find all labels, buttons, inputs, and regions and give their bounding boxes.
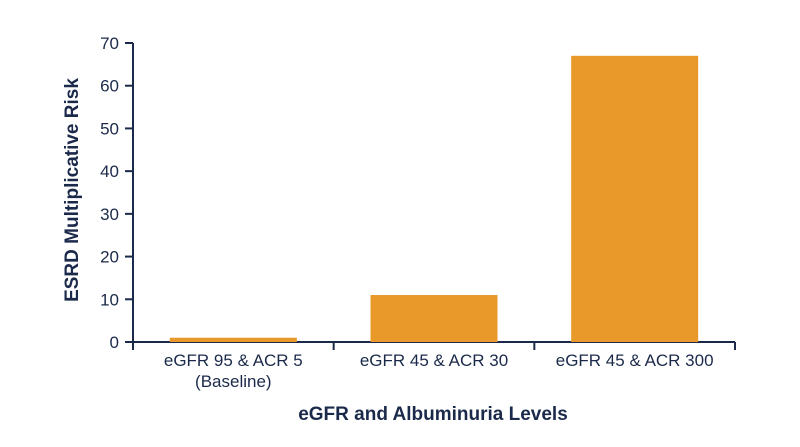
y-tick-label: 30 bbox=[100, 205, 119, 224]
y-tick-label: 20 bbox=[100, 248, 119, 267]
y-tick-label: 0 bbox=[110, 333, 119, 352]
x-axis-title: eGFR and Albuminuria Levels bbox=[298, 404, 568, 425]
bar bbox=[370, 295, 498, 342]
x-tick-label: eGFR 95 & ACR 5 (Baseline) bbox=[164, 351, 303, 391]
y-tick-label: 10 bbox=[100, 290, 119, 309]
bar bbox=[571, 55, 699, 343]
labels: 0 10 20 30 40 50 60 70 eGFR 95 & ACR 5 (Baseline)… bbox=[100, 34, 713, 391]
y-tick-label: 50 bbox=[100, 119, 119, 138]
bars bbox=[169, 55, 699, 343]
y-axis-title: ESRD Multiplicative Risk bbox=[62, 78, 83, 302]
x-tick-label: eGFR 45 & ACR 30 bbox=[360, 351, 508, 370]
y-tick-label: 70 bbox=[100, 34, 119, 53]
bar bbox=[169, 337, 297, 342]
y-tick-label: 40 bbox=[100, 162, 119, 181]
y-tick-label: 60 bbox=[100, 77, 119, 96]
x-tick-label: eGFR 45 & ACR 300 bbox=[556, 351, 714, 370]
